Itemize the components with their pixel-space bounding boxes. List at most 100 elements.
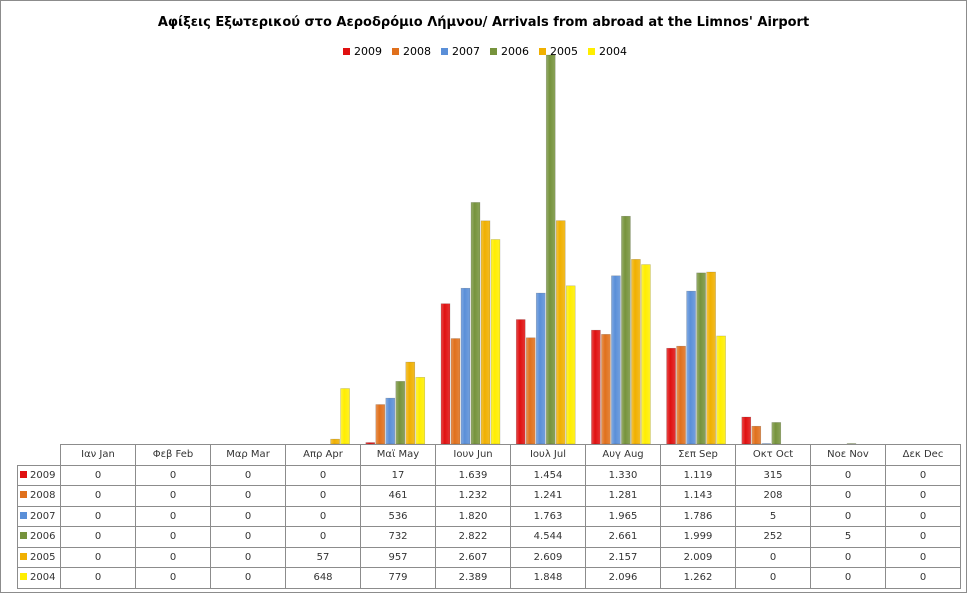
data-label: 0 <box>885 505 961 527</box>
tick-label: Φεβ Feb <box>135 444 211 466</box>
tick-label: Ιουλ Jul <box>510 444 586 466</box>
table-row: 2006 0 0 0 0 732 2.822 4.544 2.661 1.999 252 5 0 <box>17 526 961 548</box>
data-label: 1.454 <box>510 464 586 486</box>
row-label: 2006 <box>17 526 61 548</box>
data-label: 0 <box>285 464 361 486</box>
data-label: 0 <box>285 485 361 507</box>
bar-2005-6 <box>555 220 566 445</box>
data-label: 0 <box>135 464 211 486</box>
bar-2008-6 <box>525 337 536 445</box>
legend-label: 2008 <box>403 45 431 58</box>
data-label: 0 <box>210 485 286 507</box>
data-label: 0 <box>135 546 211 568</box>
series-name: 2009 <box>30 469 56 481</box>
bar-2007-8 <box>686 290 696 445</box>
row-label: 2008 <box>17 485 61 507</box>
bar-2005-4 <box>405 361 416 445</box>
bar-2009-9 <box>741 416 752 445</box>
data-label: 0 <box>210 567 286 589</box>
legend-swatch <box>343 48 350 55</box>
data-label: 0 <box>210 546 286 568</box>
bar-2009-8 <box>666 347 676 445</box>
data-label: 0 <box>135 505 211 527</box>
bar-2007-4 <box>385 397 396 445</box>
legend-label: 2004 <box>599 45 627 58</box>
bar-2009-7 <box>591 329 601 445</box>
data-label: 0 <box>810 505 886 527</box>
bar-2008-5 <box>450 338 461 445</box>
bar-2006-9 <box>771 422 782 445</box>
bar-2006-7 <box>621 215 631 445</box>
data-label: 0 <box>885 567 961 589</box>
data-label: 0 <box>885 464 961 486</box>
bar-2008-7 <box>601 334 611 445</box>
row-label: 2004 <box>17 567 61 589</box>
tick-label: Νοε Nov <box>810 444 886 466</box>
data-table: Ιαν Jan Φεβ Feb Μαρ Mar Απρ Apr Μαϊ May Ιουν … <box>17 444 961 589</box>
row-label: 2009 <box>17 464 61 486</box>
bar-2004-5 <box>490 239 501 445</box>
legend: 2009 2008 2007 2006 2005 2004 <box>343 45 627 58</box>
data-label: 0 <box>135 567 211 589</box>
legend-key <box>20 470 27 478</box>
table-row: 2007 0 0 0 0 536 1.820 1.763 1.965 1.786 5 0 0 <box>17 505 961 527</box>
data-label: 1.965 <box>585 505 661 527</box>
tick-label: Ιαν Jan <box>60 444 136 466</box>
data-label: 957 <box>360 546 436 568</box>
legend-item-2007: 2007 <box>441 45 480 58</box>
data-label: 461 <box>360 485 436 507</box>
bar-2007-6 <box>535 292 546 445</box>
data-label: 0 <box>735 567 811 589</box>
data-label: 536 <box>360 505 436 527</box>
data-label: 2.822 <box>435 526 511 548</box>
data-label: 1.232 <box>435 485 511 507</box>
legend-label: 2005 <box>550 45 578 58</box>
table-row: 2005 0 0 0 57 957 2.607 2.609 2.157 2.009 0 0 0 <box>17 546 961 568</box>
bar-2006-8 <box>696 272 706 445</box>
bar-2009-6 <box>515 319 526 445</box>
legend-item-2009: 2009 <box>343 45 382 58</box>
tick-label: Μαρ Mar <box>210 444 286 466</box>
legend-key <box>20 491 27 499</box>
data-label: 2.157 <box>585 546 661 568</box>
row-label: 2005 <box>17 546 61 568</box>
data-label: 0 <box>285 526 361 548</box>
bar-2008-9 <box>751 425 762 445</box>
data-label: 1.999 <box>660 526 736 548</box>
data-label: 1.281 <box>585 485 661 507</box>
bar-2004-4 <box>415 377 426 445</box>
data-label: 4.544 <box>510 526 586 548</box>
data-label: 0 <box>135 485 211 507</box>
data-label: 57 <box>285 546 361 568</box>
data-label: 0 <box>810 567 886 589</box>
legend-key <box>20 552 27 560</box>
data-label: 1.143 <box>660 485 736 507</box>
legend-item-2004: 2004 <box>588 45 627 58</box>
data-label: 0 <box>60 546 136 568</box>
data-label: 0 <box>885 526 961 548</box>
data-label: 17 <box>360 464 436 486</box>
data-label: 1.262 <box>660 567 736 589</box>
tick-label: Οκτ Oct <box>735 444 811 466</box>
tick-label: Ιουν Jun <box>435 444 511 466</box>
tick-label: Απρ Apr <box>285 444 361 466</box>
data-label: 0 <box>210 464 286 486</box>
bar-2006-5 <box>470 202 481 445</box>
data-label: 1.820 <box>435 505 511 527</box>
table-row: 2009 0 0 0 0 17 1.639 1.454 1.330 1.119 315 0 0 <box>17 464 961 486</box>
bar-2004-8 <box>716 335 726 445</box>
data-label: 0 <box>60 485 136 507</box>
series-name: 2007 <box>30 510 56 522</box>
data-label: 0 <box>285 505 361 527</box>
data-label: 5 <box>810 526 886 548</box>
legend-item-2008: 2008 <box>392 45 431 58</box>
data-label: 2.096 <box>585 567 661 589</box>
bar-2007-5 <box>460 287 471 445</box>
series-name: 2008 <box>30 490 56 502</box>
data-label: 2.661 <box>585 526 661 548</box>
legend-label: 2006 <box>501 45 529 58</box>
data-label: 0 <box>810 464 886 486</box>
data-label: 0 <box>210 526 286 548</box>
legend-swatch <box>490 48 497 55</box>
series-name: 2005 <box>30 551 56 563</box>
